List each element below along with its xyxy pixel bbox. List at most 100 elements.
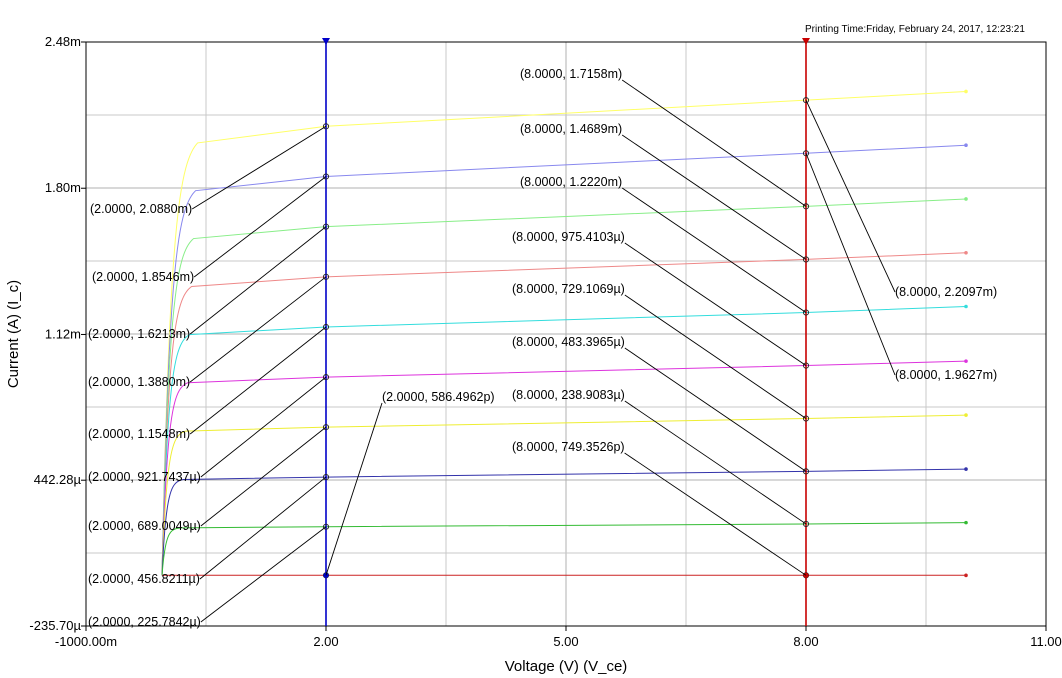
y-tick-label: 2.48m: [45, 34, 81, 49]
annotation-label: (8.0000, 1.9627m): [895, 368, 997, 382]
cursor-marker-2: [322, 523, 330, 530]
cursor-marker-8: [803, 572, 809, 578]
x-tick-label: 11.00: [1030, 634, 1062, 649]
annotation-leader: [200, 376, 327, 478]
annotation-leader: [200, 426, 327, 527]
printing-time: Printing Time:Friday, February 24, 2017,…: [805, 24, 1025, 35]
axes: -1000.00m 2.00 5.00 8.00 11.00 2.48m 1.80m 1.12…: [29, 34, 1061, 649]
annotation-label: (8.0000, 749.3526p): [512, 440, 625, 454]
cursor-marker-2: [322, 323, 330, 331]
annotation-leader: [325, 402, 383, 576]
annotation-label: (8.0000, 1.7158m): [520, 67, 622, 81]
annotation-leader: [189, 276, 327, 383]
annotation-leader: [805, 153, 896, 376]
series-line: [161, 198, 967, 576]
annotation-label: (8.0000, 2.2097m): [895, 285, 997, 299]
annotation-label: (2.0000, 456.8211µ): [88, 572, 200, 586]
annotation-label: (2.0000, 1.1548m): [88, 427, 190, 441]
cursor-marker-8: [802, 203, 810, 210]
series-line: [161, 468, 967, 576]
annotation-label: (8.0000, 1.2220m): [520, 175, 622, 189]
series-end-marker: [964, 359, 968, 363]
cursor-marker-2: [322, 424, 330, 431]
annotation-leader: [624, 294, 807, 419]
cursor-handle-icon: [802, 38, 810, 45]
y-axis-label: Current (A) (I_c): [5, 280, 22, 388]
x-tick-label: 5.00: [553, 634, 578, 649]
series-end-marker: [964, 573, 968, 578]
cursor-layer[interactable]: [322, 38, 810, 626]
annotation-leader: [624, 400, 807, 525]
annotation-leader: [621, 79, 807, 207]
annotation-leader: [624, 452, 807, 576]
annotation-label: (2.0000, 2.0880m): [90, 202, 192, 216]
annotation-leader: [621, 187, 807, 313]
series-line: [161, 90, 967, 576]
annotation-leader: [189, 226, 327, 335]
cursor-marker-2: [322, 474, 330, 481]
series-line: [161, 414, 967, 576]
annotation-label: (8.0000, 975.4103µ): [512, 230, 625, 244]
annotation-leader: [624, 242, 807, 366]
annotation-label: (8.0000, 483.3965µ): [512, 335, 625, 349]
annotation-leader: [624, 347, 807, 472]
cursor-marker-8: [802, 97, 810, 104]
annotation-leader: [191, 125, 327, 210]
annotation-label: (8.0000, 238.9083µ): [512, 388, 625, 402]
cursor-marker-8: [802, 150, 810, 157]
y-tick-label: 1.80m: [45, 180, 81, 195]
cursor-marker-8: [802, 468, 810, 475]
y-tick-label: 442.28µ: [34, 472, 82, 487]
annotation-label: (2.0000, 1.8546m): [92, 270, 194, 284]
y-tick-label: 1.12m: [45, 326, 81, 341]
cursor-line[interactable]: [802, 38, 810, 626]
cursor-marker-8: [802, 309, 810, 316]
series-end-marker: [964, 413, 968, 417]
annotation-leader: [621, 134, 807, 260]
cursor-marker-2: [322, 223, 330, 230]
cursor-marker-8: [802, 415, 810, 422]
series-line: [161, 522, 967, 576]
cursor-handle-icon: [322, 38, 330, 45]
series-end-marker: [964, 304, 968, 309]
annotation-leader: [189, 326, 327, 435]
annotations: (2.0000, 2.0880m) (2.0000, 1.8546m) (2.000…: [88, 67, 997, 629]
y-tick-label: -235.70µ: [29, 618, 81, 633]
series-layer: [161, 89, 968, 578]
cursor-marker-2: [322, 173, 330, 180]
series-line: [161, 306, 967, 576]
series-end-marker: [964, 520, 968, 525]
annotation-label: (8.0000, 729.1069µ): [512, 282, 625, 296]
series-end-marker: [964, 197, 968, 201]
cursor-line[interactable]: [322, 38, 330, 626]
series-line: [161, 144, 967, 576]
cursor-marker-8: [802, 362, 810, 369]
cursor-marker-8: [802, 520, 810, 527]
annotation-label: (2.0000, 1.3880m): [88, 375, 190, 389]
cursor-marker-2: [322, 374, 330, 381]
annotation-label: (2.0000, 689.0049µ): [88, 519, 201, 533]
annotation-label: (2.0000, 225.7842µ): [88, 615, 201, 629]
annotation-leader: [193, 176, 327, 278]
series-end-marker: [964, 89, 968, 94]
series-end-marker: [964, 467, 968, 471]
x-tick-label: 8.00: [793, 634, 818, 649]
series-line: [161, 360, 967, 576]
cursor-marker-2: [322, 123, 330, 130]
annotation-label: (8.0000, 1.4689m): [520, 122, 622, 136]
series-end-marker: [964, 250, 968, 255]
x-axis-label: Voltage (V) (V_ce): [505, 658, 628, 675]
annotation-leader: [805, 99, 896, 293]
annotation-leader: [200, 526, 327, 623]
cursor-marker-8: [802, 256, 810, 263]
annotation-label: (2.0000, 1.6213m): [88, 327, 190, 341]
series-line: [161, 252, 967, 576]
series-end-marker: [964, 143, 968, 148]
x-tick-label: -1000.00m: [55, 634, 117, 649]
annotation-label: (2.0000, 921.7437µ): [88, 470, 201, 484]
x-tick-label: 2.00: [313, 634, 338, 649]
annotation-label: (2.0000, 586.4962p): [382, 390, 495, 404]
cursor-marker-2: [322, 273, 330, 280]
annotation-leader: [199, 476, 327, 580]
